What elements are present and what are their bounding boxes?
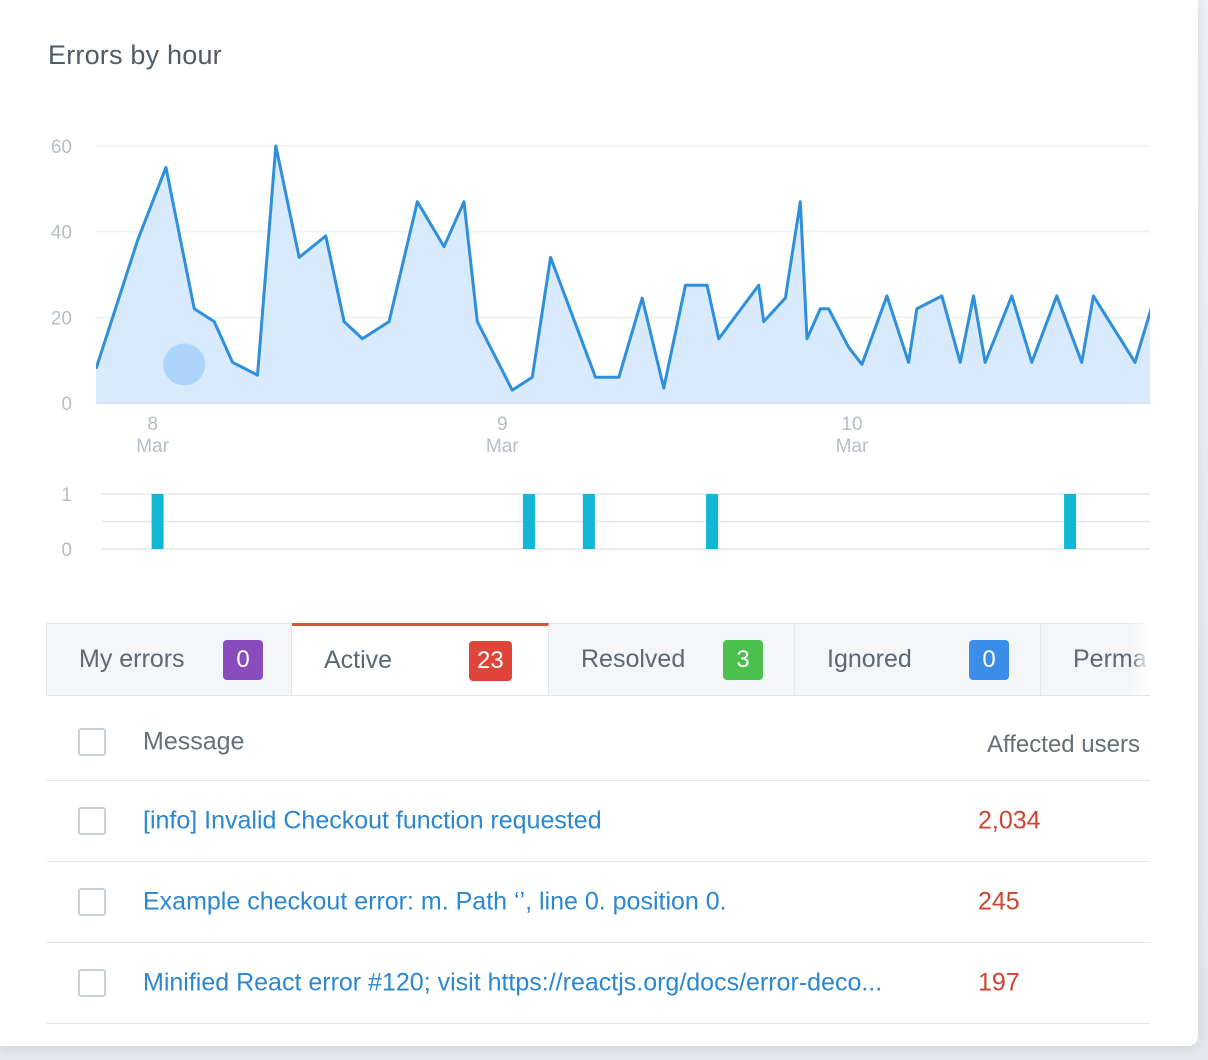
tab-label: Ignored bbox=[827, 645, 912, 673]
series-group bbox=[96, 144, 1150, 403]
error-message-link[interactable]: Minified React error #120; visit https:/… bbox=[143, 968, 883, 997]
events-chart: 01 bbox=[61, 485, 1150, 561]
error-message-link[interactable]: Example checkout error: m. Path ‘’, line… bbox=[143, 887, 727, 916]
column-header-message: Message bbox=[143, 727, 245, 755]
row-checkbox[interactable] bbox=[78, 807, 106, 835]
count-badge: 23 bbox=[469, 640, 512, 681]
affected-users-count: 245 bbox=[978, 887, 1020, 916]
x-tick-label: 10 bbox=[841, 414, 862, 435]
event-bar bbox=[522, 494, 535, 549]
tab-label: Resolved bbox=[581, 645, 686, 673]
select-all-checkbox[interactable] bbox=[78, 727, 106, 756]
table-row: Minified React error #120; visit https:/… bbox=[46, 943, 1150, 1024]
y-tick-label: 1 bbox=[61, 485, 72, 506]
x-tick-label: Mar bbox=[486, 436, 519, 457]
tab-label: Active bbox=[324, 646, 393, 674]
x-tick-label: Mar bbox=[136, 436, 169, 457]
tab-my-errors[interactable]: My errors 0 bbox=[46, 623, 292, 695]
x-tick-label: Mar bbox=[836, 436, 869, 457]
tab-ignored[interactable]: Ignored 0 bbox=[795, 623, 1041, 695]
affected-users-count: 197 bbox=[978, 968, 1020, 997]
tab-active[interactable]: Active 23 bbox=[292, 623, 549, 695]
tab-resolved[interactable]: Resolved 3 bbox=[549, 623, 795, 695]
errors-table: Message Affected users [info] Invalid Ch… bbox=[46, 703, 1150, 1024]
x-tick-label: 9 bbox=[497, 414, 508, 435]
tab-label: My errors bbox=[79, 645, 185, 673]
y-tick-label: 0 bbox=[61, 394, 72, 415]
error-status-tabs: My errors 0 Active 23 Resolved 3 Ignored… bbox=[46, 623, 1150, 696]
error-message-link[interactable]: [info] Invalid Checkout function request… bbox=[143, 806, 602, 835]
y-tick-label: 0 bbox=[61, 540, 72, 561]
tab-permanently-ignored[interactable]: Perma bbox=[1041, 623, 1150, 695]
row-checkbox[interactable] bbox=[78, 888, 106, 916]
y-tick-label: 20 bbox=[51, 308, 72, 329]
event-bar bbox=[1064, 494, 1077, 549]
count-badge: 0 bbox=[969, 639, 1009, 680]
column-header-affected-users: Affected users bbox=[987, 730, 1140, 758]
row-checkbox[interactable] bbox=[78, 969, 106, 997]
tab-label: Perma bbox=[1073, 645, 1147, 673]
event-bar bbox=[706, 494, 719, 549]
chart-title: Errors by hour bbox=[48, 40, 222, 70]
series-area bbox=[96, 146, 1150, 403]
event-bar bbox=[582, 494, 595, 549]
hover-marker bbox=[163, 343, 206, 386]
table-header: Message Affected users bbox=[46, 703, 1150, 781]
series-line bbox=[96, 144, 1150, 392]
table-row: Example checkout error: m. Path ‘’, line… bbox=[46, 862, 1150, 943]
affected-users-count: 2,034 bbox=[978, 806, 1041, 835]
table-row: [info] Invalid Checkout function request… bbox=[46, 781, 1150, 862]
y-tick-label: 60 bbox=[51, 137, 72, 158]
event-bar bbox=[151, 494, 164, 549]
x-tick-label: 8 bbox=[147, 414, 158, 435]
count-badge: 3 bbox=[723, 639, 763, 680]
y-tick-label: 40 bbox=[51, 223, 72, 244]
count-badge: 0 bbox=[223, 639, 263, 680]
